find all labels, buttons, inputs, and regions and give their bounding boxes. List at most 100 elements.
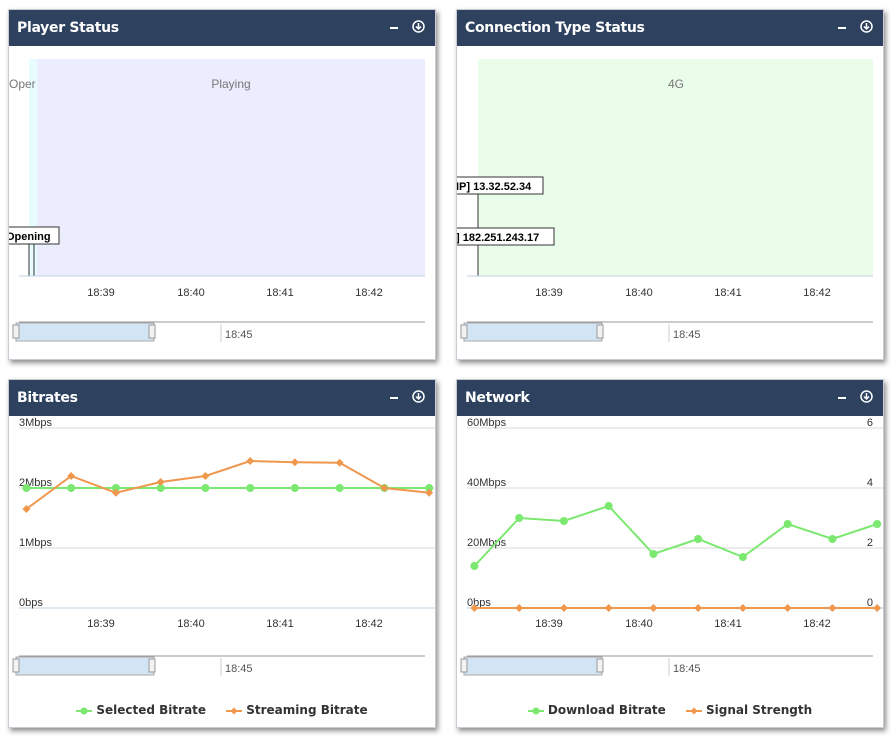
selected-bitrate-point[interactable] (201, 484, 210, 492)
x-tick-label: 18:41 (266, 287, 294, 299)
streaming-bitrate-point[interactable] (380, 484, 389, 492)
signal-strength-point[interactable] (470, 604, 479, 612)
download-bitrate-point[interactable] (604, 502, 613, 510)
x-tick-label: 18:41 (714, 618, 742, 630)
ip-flag[interactable] (457, 227, 555, 246)
opening-flag[interactable] (9, 226, 60, 245)
navigator-label: 18:45 (225, 663, 253, 675)
x-tick-label: 18:41 (714, 287, 742, 299)
download-icon[interactable] (412, 390, 425, 403)
streaming-bitrate-point[interactable] (111, 488, 120, 497)
download-bitrate-point[interactable] (559, 517, 568, 525)
download-bitrate-point[interactable] (738, 553, 747, 561)
x-tick-label: 18:42 (355, 287, 383, 299)
signal-strength-point[interactable] (828, 604, 837, 612)
y-right-tick-label: 2 (867, 537, 873, 549)
navigator-label: 18:45 (225, 329, 253, 341)
streaming-bitrate-point[interactable] (67, 472, 76, 480)
download-bitrate-point[interactable] (694, 535, 703, 543)
minimize-button[interactable] (835, 19, 849, 35)
streaming-bitrate-point[interactable] (335, 458, 344, 467)
signal-strength-point[interactable] (694, 604, 703, 612)
selected-bitrate-point[interactable] (22, 484, 31, 492)
panel-title: Player Status (17, 20, 119, 36)
signal-strength-point[interactable] (873, 604, 882, 612)
y-tick-label: 20Mbps (467, 537, 507, 549)
download-bitrate-point[interactable] (470, 562, 479, 570)
signal-strength-point[interactable] (559, 604, 568, 612)
legend: Download Bitrate Signal Strength (457, 703, 883, 717)
signal-strength-point[interactable] (783, 604, 792, 612)
download-bitrate-point[interactable] (515, 514, 524, 522)
signal-strength-point[interactable] (738, 604, 747, 612)
selected-bitrate-point[interactable] (67, 484, 76, 492)
navigator-label: 18:45 (673, 329, 701, 341)
navigator-window[interactable] (15, 656, 155, 676)
y-tick-label: 1Mbps (19, 537, 53, 549)
legend-item-selected-bitrate[interactable]: Selected Bitrate (76, 703, 206, 717)
panel-body: 4G IP] 13.32.52.34 ] 182.251.243.17 18:3… (457, 46, 883, 359)
selected-bitrate-point[interactable] (290, 484, 299, 492)
panel-title: Network (465, 390, 530, 406)
navigator-window[interactable] (463, 322, 603, 342)
selected-bitrate-point[interactable] (246, 484, 255, 492)
x-tick-label: 18:39 (87, 287, 115, 299)
selected-bitrate-point[interactable] (425, 484, 434, 492)
streaming-bitrate-point[interactable] (246, 457, 255, 465)
navigator-handle-right[interactable] (148, 324, 156, 339)
signal-strength-point[interactable] (515, 604, 524, 612)
legend-item-signal-strength[interactable]: Signal Strength (686, 703, 812, 717)
signal-strength-point[interactable] (649, 604, 658, 612)
download-icon[interactable] (860, 390, 873, 403)
navigator-handle-left[interactable] (12, 658, 20, 673)
x-tick-label: 18:42 (355, 618, 383, 630)
streaming-bitrate-point[interactable] (22, 505, 31, 513)
x-tick-label: 18:39 (87, 618, 115, 630)
minimize-button[interactable] (387, 19, 401, 35)
y-right-tick-label: 0 (867, 597, 873, 609)
ip-flag-label: ] 182.251.243.17 (457, 232, 539, 244)
signal-strength-point[interactable] (604, 604, 613, 612)
network-chart: 60Mbps 40Mbps 20Mbps 0bps 6 4 2 0 18:39 … (460, 417, 883, 676)
panel-header: Network (457, 380, 883, 416)
bitrates-series-layer (22, 457, 434, 513)
band-label-4g: 4G (668, 77, 684, 91)
navigator-window[interactable] (15, 322, 155, 342)
navigator-handle-right[interactable] (148, 658, 156, 673)
selected-bitrate-point[interactable] (111, 484, 120, 492)
navigator-handle-right[interactable] (596, 324, 604, 339)
y-tick-label: 0bps (19, 597, 43, 609)
selected-bitrate-point[interactable] (156, 484, 165, 492)
panel-body: 3Mbps 2Mbps 1Mbps 0bps 18:39 18:40 18:41… (9, 416, 435, 727)
streaming-bitrate-point[interactable] (201, 472, 210, 480)
download-icon[interactable] (860, 20, 873, 33)
y-tick-label: 40Mbps (467, 477, 507, 489)
streaming-bitrate-point[interactable] (425, 488, 434, 497)
download-bitrate-point[interactable] (873, 520, 882, 528)
panel-header: Connection Type Status (457, 10, 883, 46)
download-bitrate-point[interactable] (649, 550, 658, 558)
navigator-window[interactable] (463, 656, 603, 676)
legend: Selected Bitrate Streaming Bitrate (9, 703, 435, 717)
navigator-handle-left[interactable] (460, 324, 468, 339)
navigator-handle-left[interactable] (460, 658, 468, 673)
opening-band (29, 59, 37, 276)
player-status-panel: Player Status Oper Playing Opening 18:39… (8, 9, 436, 360)
band-label-opening: Oper (9, 77, 36, 91)
navigator-handle-right[interactable] (596, 658, 604, 673)
download-bitrate-point[interactable] (783, 520, 792, 528)
streaming-bitrate-point[interactable] (156, 478, 165, 486)
player-status-chart: Oper Playing Opening 18:39 18:40 18:41 1… (9, 59, 425, 342)
download-bitrate-point[interactable] (828, 535, 837, 543)
legend-item-download-bitrate[interactable]: Download Bitrate (527, 703, 666, 717)
selected-bitrate-point[interactable] (335, 484, 344, 492)
download-icon[interactable] (412, 20, 425, 33)
ip-flag[interactable] (457, 176, 544, 195)
minimize-button[interactable] (835, 389, 849, 405)
panel-title: Bitrates (17, 390, 78, 406)
navigator-handle-left[interactable] (12, 324, 20, 339)
streaming-bitrate-point[interactable] (290, 458, 299, 467)
minimize-button[interactable] (387, 389, 401, 405)
y-right-tick-label: 6 (867, 417, 873, 429)
legend-item-streaming-bitrate[interactable]: Streaming Bitrate (226, 703, 368, 717)
